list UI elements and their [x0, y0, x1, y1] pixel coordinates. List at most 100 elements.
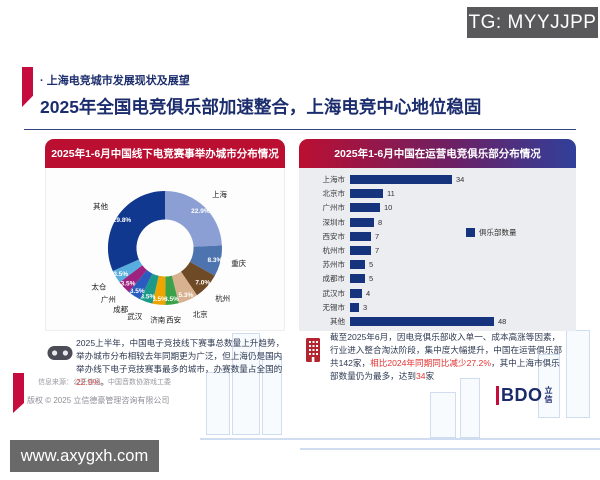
section-eyebrow: · 上海电竞城市发展现状及展望: [40, 75, 190, 87]
title-divider: [24, 129, 576, 130]
donut-slice: [165, 191, 222, 247]
donut-slice: [165, 275, 179, 305]
highlight-count: 34: [415, 370, 426, 381]
building-shape: [566, 330, 590, 418]
note-clubs: 截至2025年6月，因电竞俱乐部收入单一、成本高涨等因素，行业进入整合淘汰阶段，…: [330, 332, 563, 381]
bar-category-label: 苏州市: [322, 260, 346, 270]
legend-swatch: [466, 228, 475, 237]
bar-category-label: 无锡市: [322, 302, 346, 312]
bar-fill: [350, 203, 380, 213]
donut-slice: [128, 270, 153, 300]
bar-row: 武汉市 4: [309, 288, 568, 298]
building-shape: [460, 378, 480, 438]
donut-slice: [171, 271, 197, 304]
panel-events-title: 2025年1-6月中国线下电竞赛事举办城市分布情况: [45, 139, 285, 168]
building-shape: [538, 354, 560, 418]
donut-city-label: 武汉: [127, 311, 142, 321]
highlight-decline: 相比2024年同期同比减少27.2%: [370, 357, 491, 368]
page-title: 2025年全国电竞俱乐部加速整合，上海电竞中心地位稳固: [40, 97, 482, 117]
bar-value-label: 7: [375, 231, 380, 241]
bar-fill: [350, 288, 362, 298]
donut-slice: [119, 265, 147, 292]
bar-category-label: 上海市: [322, 175, 346, 184]
source-note: 信息来源：公开信息、中国音数协游戏工委: [38, 379, 171, 386]
panel-clubs-title: 2025年1-6月中国在运营电竞俱乐部分布情况: [299, 139, 576, 168]
bar-value-label: 11: [387, 189, 395, 199]
donut-slice: [152, 275, 166, 306]
building-shape: [300, 448, 600, 450]
donut-percent-label: 3.5%: [121, 281, 136, 288]
bar-category-label: 西安市: [322, 231, 346, 241]
bdo-cn-char: 信: [544, 395, 553, 404]
donut-city-label: 太仓: [91, 282, 106, 292]
bar-fill: [350, 316, 494, 326]
bar-row: 西安市 7: [309, 231, 568, 241]
donut-city-label: 广州: [101, 294, 116, 304]
donut-slice: [112, 259, 143, 283]
bar-category-label: 成都市: [322, 274, 346, 284]
highlight-percent: 22.9%: [76, 376, 101, 387]
donut-city-label: 杭州: [215, 293, 230, 303]
donut-slice: [181, 261, 215, 296]
legend-label: 俱乐部数量: [479, 228, 517, 237]
building-icon: [303, 337, 323, 368]
bar-fill: [350, 217, 374, 227]
donut-percent-label: 7.0%: [195, 280, 210, 287]
donut-city-label: 北京: [193, 309, 208, 319]
donut-percent-label: 3.5%: [113, 271, 128, 278]
copyright-note: 版权 © 2025 立信德豪管理咨询有限公司: [27, 396, 170, 405]
donut-percent-label: 3.5%: [152, 296, 167, 303]
donut-percent-label: 22.9%: [191, 208, 210, 215]
bar-fill: [350, 189, 383, 199]
bar-category-label: 武汉市: [322, 288, 346, 298]
bar-value-label: 3: [363, 302, 368, 312]
bar-row: 无锡市 3: [309, 302, 568, 312]
building-shape: [206, 372, 230, 435]
building-shape: [232, 333, 260, 435]
bar-value-label: 48: [498, 316, 507, 326]
bar-row: 其他 48: [309, 316, 568, 326]
bar-row: 广州市 10: [309, 203, 568, 213]
donut-city-label: 济南: [150, 315, 165, 325]
bdo-logo-bar: [496, 386, 499, 405]
donut-percent-label: 5.3%: [178, 292, 193, 299]
bar-value-label: 8: [378, 217, 383, 227]
bar-value-label: 5: [369, 274, 374, 284]
bar-row: 苏州市 5: [309, 260, 568, 270]
bar-rows: 上海市 34 北京市 11 广州市 10 深圳市 8 西安市 7 杭州市 7 苏州市 5 成都市 5 武汉市 4 无…: [309, 175, 568, 326]
bar-fill: [350, 231, 371, 241]
bar-category-label: 北京市: [322, 189, 346, 199]
bar-value-label: 5: [369, 260, 374, 270]
site-watermark: www.axygxh.com: [10, 440, 159, 472]
donut-city-label: 成都: [113, 304, 128, 314]
bar-fill: [350, 175, 452, 184]
bar-category-label: 其他: [330, 316, 345, 326]
building-shape: [430, 392, 456, 438]
panel-events-by-city: 2025年1-6月中国线下电竞赛事举办城市分布情况 22.9% 上海 8.3% 重庆 7…: [45, 139, 285, 331]
donut-chart: 22.9% 上海 8.3% 重庆 7.0% 杭州 5.3% 北京 3.5% 西安 3.5% 济南 3.5…: [45, 168, 285, 331]
bar-category-label: 广州市: [322, 203, 346, 213]
bar-row: 北京市 11: [309, 189, 568, 199]
gamepad-icon: [47, 344, 73, 367]
note-events: 2025上半年，中国电子竞技线下赛事总数量上升趋势，举办城市分布相较去年同期更为…: [76, 338, 285, 387]
bar-value-label: 4: [366, 288, 371, 298]
tg-badge: TG: MYYJJPP: [467, 7, 598, 38]
building-shape: [262, 356, 282, 435]
bar-value-label: 10: [384, 203, 393, 213]
section-ribbon: [22, 67, 33, 107]
donut-slice: [107, 190, 165, 271]
donut-percent-label: 29.8%: [113, 217, 132, 224]
footer-ribbon: [13, 373, 24, 413]
bar-row: 深圳市 8: [309, 217, 568, 227]
bar-row: 成都市 5: [309, 274, 568, 284]
bar-fill: [350, 302, 359, 312]
donut-percent-label: 3.5%: [164, 296, 179, 303]
donut-slice: [189, 245, 222, 276]
chart-legend: 俱乐部数量: [466, 227, 517, 238]
donut-chart-svg: 22.9% 上海 8.3% 重庆 7.0% 杭州 5.3% 北京 3.5% 西安 3.5% 济南 3.5…: [91, 189, 246, 325]
bar-fill: [350, 274, 365, 284]
bar-value-label: 7: [375, 245, 380, 255]
donut-city-label: 上海: [212, 189, 227, 199]
bar-chart: 上海市 34 北京市 11 广州市 10 深圳市 8 西安市 7 杭州市 7 苏州市 5 成都市 5 武汉市 4 无…: [299, 168, 576, 331]
